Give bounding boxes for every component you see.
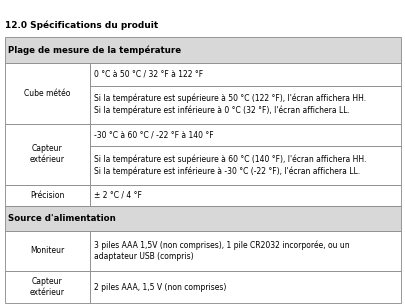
Text: 12.0 Spécifications du produit: 12.0 Spécifications du produit — [5, 21, 158, 30]
Bar — [5, 63, 90, 124]
Text: Précision: Précision — [30, 191, 64, 200]
Bar — [5, 231, 90, 271]
Text: -30 °C à 60 °C / -22 °F à 140 °F: -30 °C à 60 °C / -22 °F à 140 °F — [94, 131, 213, 139]
Text: Source d'alimentation: Source d'alimentation — [8, 214, 115, 223]
Bar — [90, 231, 400, 271]
Text: 3 piles AAA 1,5V (non comprises), 1 pile CR2032 incorporée, ou un
adaptateur USB: 3 piles AAA 1,5V (non comprises), 1 pile… — [94, 240, 349, 261]
Text: Capteur
extérieur: Capteur extérieur — [30, 277, 65, 297]
Bar — [90, 185, 400, 206]
Bar — [90, 271, 400, 303]
Text: Moniteur: Moniteur — [30, 246, 64, 255]
Text: 2 piles AAA, 1,5 V (non comprises): 2 piles AAA, 1,5 V (non comprises) — [94, 283, 226, 292]
Bar — [5, 206, 400, 231]
Bar — [5, 185, 90, 206]
Text: Capteur
extérieur: Capteur extérieur — [30, 144, 65, 164]
Bar — [5, 37, 400, 63]
Text: 0 °C à 50 °C / 32 °F à 122 °F: 0 °C à 50 °C / 32 °F à 122 °F — [94, 70, 203, 79]
Text: Plage de mesure de la température: Plage de mesure de la température — [8, 45, 181, 55]
Text: Cube météo: Cube météo — [24, 89, 70, 98]
Text: Si la température est supérieure à 50 °C (122 °F), l'écran affichera HH.
Si la t: Si la température est supérieure à 50 °C… — [94, 94, 365, 115]
Text: Si la température est supérieure à 60 °C (140 °F), l'écran affichera HH.
Si la t: Si la température est supérieure à 60 °C… — [94, 155, 366, 176]
Bar — [90, 146, 400, 185]
Bar — [90, 124, 400, 146]
Bar — [90, 85, 400, 124]
Bar — [5, 124, 90, 185]
Bar — [90, 63, 400, 85]
Bar — [5, 271, 90, 303]
Text: ± 2 °C / 4 °F: ± 2 °C / 4 °F — [94, 191, 142, 200]
